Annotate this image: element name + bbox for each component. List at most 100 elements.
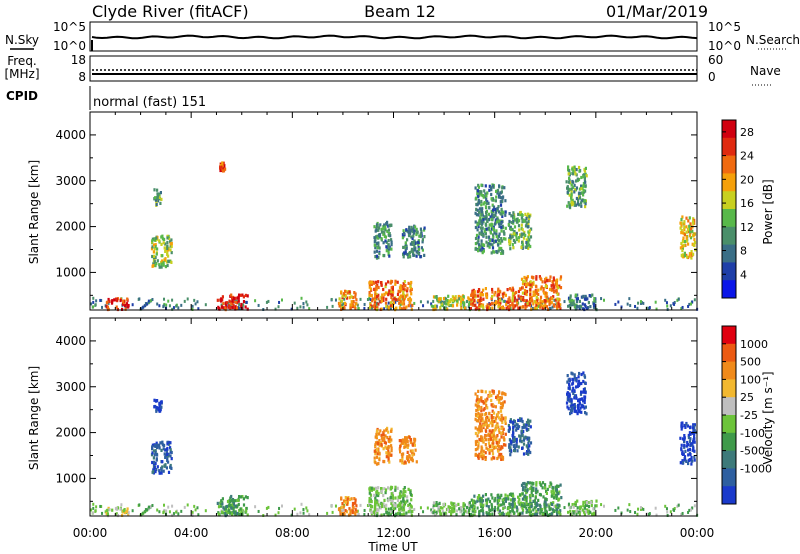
- echo-cell: [498, 430, 501, 434]
- echo-cell: [687, 242, 690, 246]
- echo-cell: [529, 450, 532, 455]
- echo-cell: [491, 306, 494, 310]
- echo-cell: [404, 441, 407, 445]
- echo-cell: [522, 482, 525, 486]
- echo-cell: [511, 291, 515, 295]
- echo-cell: [527, 217, 531, 221]
- echo-cell: [224, 167, 227, 171]
- echo-cell: [654, 506, 657, 510]
- echo-cell: [502, 299, 505, 303]
- echo-cell: [521, 298, 524, 302]
- echo-cell: [679, 436, 682, 440]
- echo-cell: [535, 481, 538, 485]
- echo-cell: [409, 242, 412, 246]
- echo-cell: [474, 417, 477, 421]
- echo-cell: [491, 243, 494, 247]
- echo-cell: [527, 502, 530, 506]
- y-tick-label: 2000: [55, 426, 86, 440]
- echo-cell: [237, 299, 240, 303]
- echo-cell: [374, 255, 377, 259]
- echo-cell: [572, 505, 575, 509]
- echo-cell: [398, 301, 401, 305]
- echo-cell: [508, 212, 511, 216]
- echo-cell: [575, 168, 578, 172]
- echo-cell: [326, 511, 329, 515]
- echo-cell: [687, 304, 690, 308]
- echo-cell: [559, 307, 562, 311]
- echo-cell: [372, 304, 375, 308]
- echo-cell: [158, 195, 161, 199]
- echo-cell: [476, 447, 479, 451]
- echo-cell: [518, 493, 522, 497]
- echo-cell: [170, 260, 173, 264]
- echo-cell: [548, 303, 551, 307]
- echo-cell: [491, 512, 494, 516]
- echo-cell: [387, 245, 390, 249]
- echo-cell: [377, 293, 380, 297]
- echo-cell: [158, 405, 161, 409]
- echo-cell: [170, 251, 173, 255]
- echo-cell: [473, 494, 476, 498]
- echo-cell: [485, 446, 488, 450]
- echo-cell: [378, 452, 381, 456]
- echo-cell: [525, 216, 528, 220]
- echo-cell: [545, 503, 548, 507]
- echo-cell: [559, 277, 562, 281]
- echo-cell: [220, 303, 223, 307]
- echo-cell: [490, 217, 493, 221]
- echo-cell: [512, 246, 515, 250]
- echo-cell: [156, 247, 159, 251]
- echo-cell: [521, 434, 524, 438]
- echo-cell: [166, 244, 169, 248]
- echo-cell: [516, 449, 519, 453]
- echo-cell: [686, 255, 689, 259]
- echo-cell: [535, 300, 538, 305]
- echo-cell: [439, 506, 442, 510]
- echo-cell: [419, 255, 422, 259]
- echo-cell: [551, 280, 554, 284]
- echo-cell: [541, 301, 544, 305]
- echo-cell: [389, 440, 392, 444]
- echo-cell: [517, 445, 520, 449]
- echo-cell: [104, 510, 107, 514]
- echo-cell: [507, 305, 510, 309]
- echo-cell: [520, 234, 523, 238]
- echo-cell: [454, 298, 457, 302]
- echo-cell: [377, 447, 380, 451]
- echo-cell: [387, 507, 390, 511]
- echo-cell: [473, 504, 476, 508]
- echo-cell: [410, 235, 413, 239]
- echo-cell: [375, 432, 378, 436]
- echo-cell: [448, 510, 451, 514]
- echo-cell: [375, 486, 378, 490]
- echo-cell: [539, 504, 542, 508]
- echo-cell: [404, 294, 407, 298]
- echo-cell: [571, 372, 574, 376]
- echo-cell: [234, 300, 237, 304]
- echo-cell: [693, 449, 696, 453]
- echo-cell: [353, 511, 356, 515]
- echo-cell: [527, 246, 530, 250]
- echo-cell: [167, 505, 170, 509]
- echo-cell: [474, 293, 477, 297]
- echo-cell: [407, 458, 410, 462]
- echo-cell: [491, 496, 494, 500]
- echo-cell: [591, 293, 594, 297]
- echo-cell: [489, 421, 492, 425]
- echo-cell: [546, 307, 550, 311]
- echo-cell: [126, 297, 129, 301]
- echo-cell: [548, 484, 551, 489]
- echo-cell: [566, 190, 569, 194]
- echo-cell: [382, 298, 385, 302]
- echo-cell: [405, 246, 408, 250]
- echo-cell: [407, 487, 410, 491]
- echo-cell: [222, 161, 225, 165]
- echo-cell: [553, 285, 556, 289]
- echo-cell: [481, 221, 484, 225]
- echo-cell: [409, 298, 413, 302]
- echo-cell: [529, 498, 532, 502]
- echo-cell: [372, 281, 376, 285]
- echo-cell: [472, 501, 475, 505]
- echo-cell: [477, 243, 481, 247]
- echo-cell: [492, 233, 495, 237]
